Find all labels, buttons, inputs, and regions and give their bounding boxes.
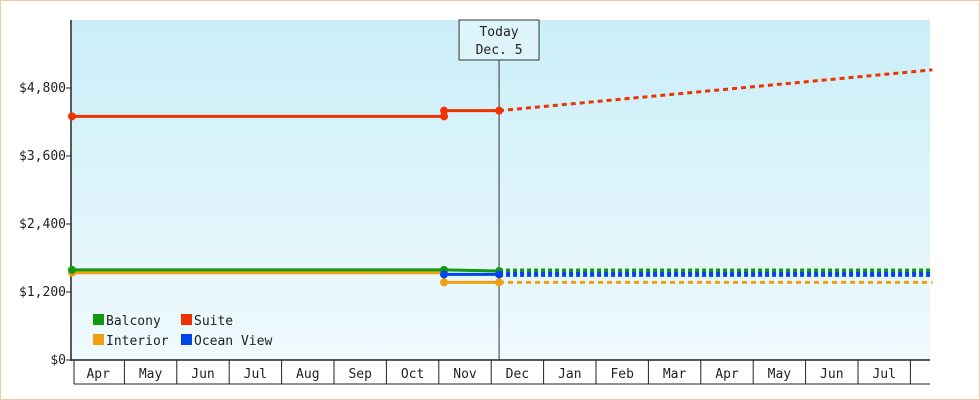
interior-point	[440, 278, 449, 287]
y-axis: $0 $1,200 $2,400 $3,600 $4,800	[19, 20, 72, 368]
x-tick-label: Jun	[820, 367, 843, 382]
today-label: Today	[479, 25, 518, 40]
legend-swatch-interior	[93, 334, 104, 345]
ocean-view-point	[495, 270, 504, 279]
legend: Balcony Suite Interior Ocean View	[93, 314, 272, 349]
suite-point	[495, 106, 504, 115]
x-tick-label: Nov	[453, 367, 477, 382]
y-tick-label: $4,800	[19, 81, 66, 96]
x-axis: Apr May Jun Jul Aug Sep Oct Nov Dec Jan Feb Mar Apr M…	[71, 359, 930, 385]
y-tick-label: $2,400	[19, 217, 66, 232]
y-tick-label: $0	[50, 353, 66, 368]
x-tick-label: Jan	[558, 367, 581, 382]
legend-label-suite: Suite	[194, 314, 233, 329]
today-date: Dec. 5	[476, 43, 523, 58]
legend-swatch-suite	[181, 314, 192, 325]
balcony-line	[72, 268, 500, 273]
interior-point	[495, 278, 504, 287]
x-tick-label: Oct	[401, 367, 424, 382]
x-tick-label: May	[768, 367, 792, 382]
plot-area	[72, 20, 930, 360]
y-tick-label: $1,200	[19, 285, 66, 300]
x-tick-label: Apr	[715, 367, 739, 382]
x-tick-label: Mar	[663, 367, 687, 382]
legend-label-interior: Interior	[106, 334, 169, 349]
x-tick-label: Aug	[296, 367, 319, 382]
y-tick-label: $3,600	[19, 149, 66, 164]
x-tick-label: Sep	[348, 367, 372, 382]
x-tick-label: Dec	[506, 367, 529, 382]
x-tick-label: Jul	[872, 367, 895, 382]
x-tick-label: Jul	[244, 367, 267, 382]
x-tick-label: Apr	[86, 367, 110, 382]
x-tick-label: Feb	[610, 367, 634, 382]
legend-swatch-ocean-view	[181, 334, 192, 345]
balcony-point	[68, 265, 76, 274]
suite-projection	[498, 68, 933, 113]
series-lines	[68, 68, 933, 287]
suite-point	[440, 112, 449, 121]
suite-point	[68, 112, 76, 121]
today-box	[458, 19, 540, 61]
legend-label-balcony: Balcony	[106, 314, 161, 329]
x-tick-label: Jun	[191, 367, 214, 382]
ocean-view-point	[440, 270, 449, 279]
legend-swatch-balcony	[93, 314, 104, 325]
x-tick-label: May	[139, 367, 163, 382]
legend-label-ocean-view: Ocean View	[194, 334, 272, 349]
today-marker: Today Dec. 5	[458, 19, 540, 360]
suite-point	[440, 106, 449, 115]
